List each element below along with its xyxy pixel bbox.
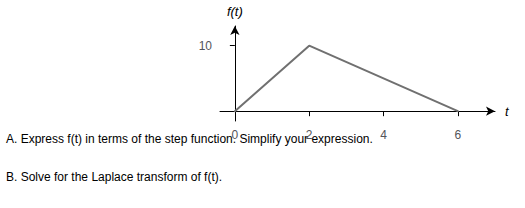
svg-text:6: 6 [454, 128, 461, 142]
svg-text:10: 10 [199, 39, 213, 53]
svg-text:f(t): f(t) [227, 4, 243, 19]
svg-text:B. Solve for the Laplace trans: B. Solve for the Laplace transform of f(… [6, 170, 222, 184]
svg-text:t: t [505, 104, 510, 119]
svg-text:4: 4 [380, 128, 387, 142]
svg-text:2: 2 [306, 128, 313, 142]
svg-text:A. Express f(t) in terms of th: A. Express f(t) in terms of the step fun… [6, 132, 373, 146]
svg-text:0: 0 [232, 128, 239, 142]
